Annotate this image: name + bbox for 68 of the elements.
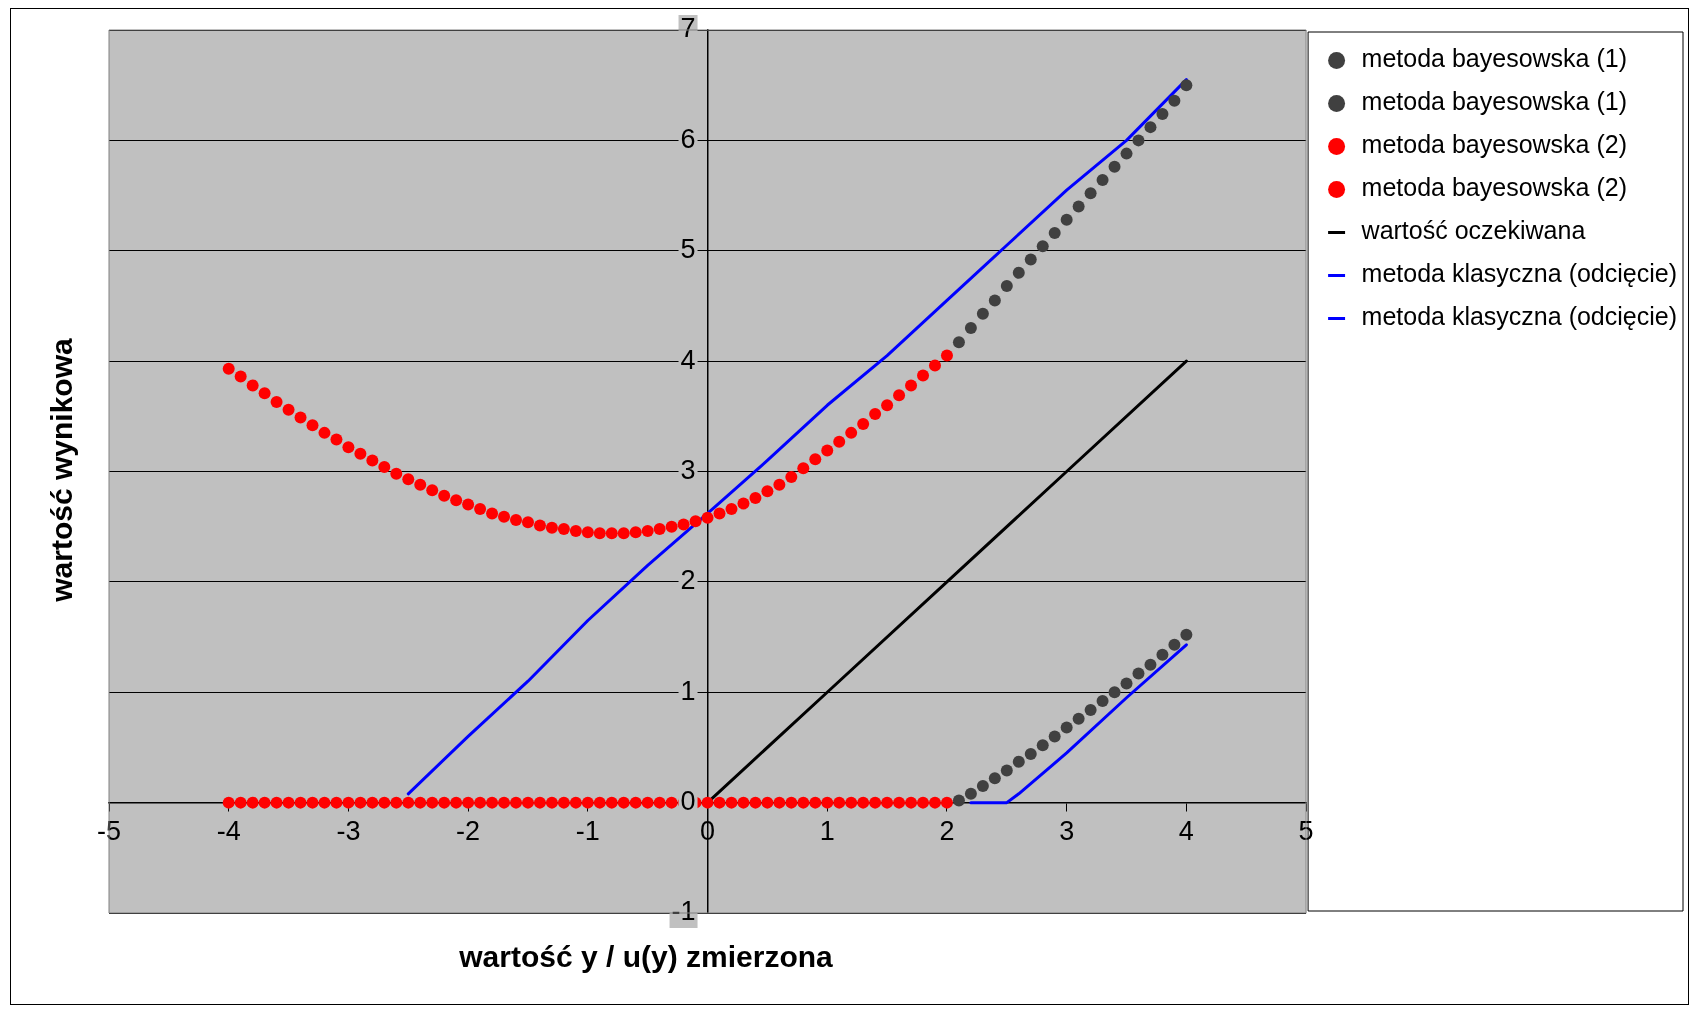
y-tick-label: 7 bbox=[680, 13, 696, 44]
point bbox=[1180, 79, 1193, 92]
legend-label: metoda bayesowska (1) bbox=[1361, 44, 1627, 73]
y-tick-label: 3 bbox=[680, 454, 696, 485]
x-axis-title: wartość y / u(y) zmierzona bbox=[458, 940, 834, 974]
legend-label: metoda bayesowska (2) bbox=[1361, 130, 1627, 159]
point bbox=[1156, 648, 1169, 661]
point bbox=[1072, 200, 1085, 213]
y-tick-label: 0 bbox=[680, 786, 696, 817]
y-axis-title: wartość wynikowa bbox=[45, 338, 79, 602]
y-tick-label: 2 bbox=[680, 565, 696, 596]
point bbox=[1132, 667, 1145, 680]
x-tick-label: -1 bbox=[575, 816, 600, 847]
point bbox=[1168, 638, 1181, 651]
y-tick-label: -1 bbox=[671, 896, 696, 927]
point bbox=[964, 322, 977, 335]
point bbox=[1084, 187, 1097, 200]
point bbox=[1060, 721, 1073, 734]
y-tick-label: 6 bbox=[680, 123, 696, 154]
x-tick-label: -2 bbox=[456, 816, 481, 847]
x-tick-label: 1 bbox=[819, 816, 835, 847]
point bbox=[1120, 677, 1133, 690]
y-tick-label: 4 bbox=[680, 344, 696, 375]
point bbox=[1108, 160, 1121, 173]
point bbox=[1000, 280, 1013, 293]
point bbox=[988, 772, 1001, 785]
x-tick-label: 3 bbox=[1059, 816, 1075, 847]
point bbox=[1012, 266, 1025, 279]
point bbox=[1060, 213, 1073, 226]
legend-label: metoda bayesowska (2) bbox=[1361, 173, 1627, 202]
point bbox=[976, 780, 989, 793]
point bbox=[1120, 147, 1133, 160]
point bbox=[976, 307, 989, 320]
x-tick-label: 4 bbox=[1178, 816, 1194, 847]
point bbox=[1048, 227, 1061, 240]
point bbox=[964, 787, 977, 800]
legend-label: metoda bayesowska (1) bbox=[1361, 87, 1627, 116]
point bbox=[1132, 134, 1145, 147]
point bbox=[1000, 764, 1013, 777]
legend-label: metoda klasyczna (odcięcie) bbox=[1361, 302, 1677, 331]
point bbox=[1024, 748, 1037, 761]
point bbox=[1012, 755, 1025, 768]
x-tick-label: -3 bbox=[336, 816, 361, 847]
point bbox=[1072, 712, 1085, 725]
x-tick-label: -4 bbox=[216, 816, 241, 847]
x-tick-label: 2 bbox=[939, 816, 955, 847]
legend-label: metoda klasyczna (odcięcie) bbox=[1361, 259, 1677, 288]
point bbox=[1144, 658, 1157, 671]
point bbox=[1180, 628, 1193, 641]
point bbox=[1096, 695, 1109, 708]
point bbox=[1024, 253, 1037, 266]
point bbox=[1168, 94, 1181, 107]
point bbox=[988, 294, 1001, 307]
y-tick-label: 5 bbox=[680, 234, 696, 265]
point bbox=[1084, 703, 1097, 716]
x-tick-label: -5 bbox=[96, 816, 122, 847]
legend-label: wartość oczekiwana bbox=[1360, 216, 1586, 245]
point bbox=[1036, 739, 1049, 752]
y-tick-label: 1 bbox=[680, 675, 696, 706]
point bbox=[1096, 174, 1109, 187]
point bbox=[1036, 240, 1049, 253]
point bbox=[1108, 686, 1121, 699]
x-tick-label: 5 bbox=[1298, 816, 1314, 847]
point bbox=[952, 794, 965, 807]
point bbox=[1156, 107, 1169, 120]
point bbox=[1048, 730, 1061, 743]
point bbox=[1144, 121, 1157, 134]
point bbox=[952, 336, 965, 349]
